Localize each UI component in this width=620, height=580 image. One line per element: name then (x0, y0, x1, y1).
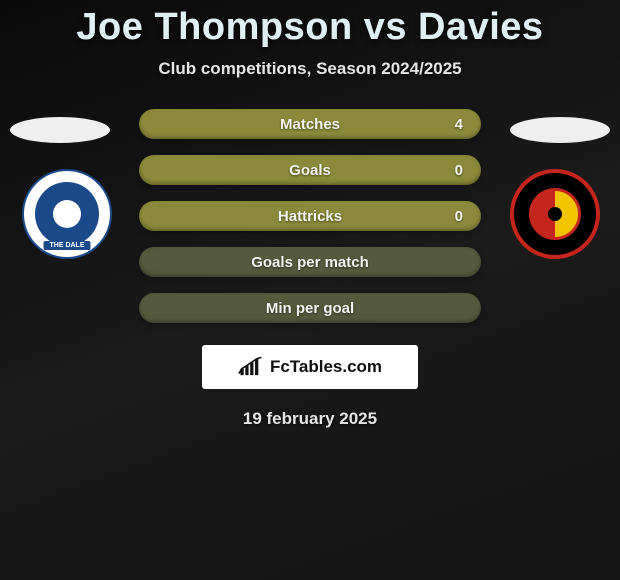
stat-bar-label: Matches (280, 116, 340, 133)
page-title: Joe Thompson vs Davies (0, 0, 620, 49)
team-crest-left: THE DALE (22, 169, 112, 259)
stat-bar-label: Min per goal (266, 300, 354, 317)
stat-bar-label: Goals (289, 162, 331, 179)
player-photo-right (510, 117, 610, 143)
team-crest-left-banner: THE DALE (44, 241, 91, 250)
brand-text: FcTables.com (270, 357, 382, 377)
stat-bar: Hattricks 0 (139, 201, 481, 231)
team-crest-right (510, 169, 600, 259)
brand-badge[interactable]: FcTables.com (202, 345, 418, 389)
season-subtitle: Club competitions, Season 2024/2025 (0, 59, 620, 79)
snapshot-date: 19 february 2025 (0, 409, 620, 429)
stat-bar-label: Goals per match (251, 254, 369, 271)
bar-chart-icon (238, 357, 264, 377)
stat-bars: Matches 4 Goals 0 Hattricks 0 Goals per match M… (139, 109, 481, 323)
stat-bar-value: 0 (455, 162, 463, 179)
stat-bar: Goals 0 (139, 155, 481, 185)
stat-bar-label: Hattricks (278, 208, 342, 225)
player-photo-left (10, 117, 110, 143)
stat-bar-value: 4 (455, 116, 463, 133)
stat-bar: Min per goal (139, 293, 481, 323)
comparison-stage: THE DALE Matches 4 Goals 0 Hattricks 0 Goals p… (0, 109, 620, 323)
stat-bar-value: 0 (455, 208, 463, 225)
stat-bar: Goals per match (139, 247, 481, 277)
stat-bar: Matches 4 (139, 109, 481, 139)
